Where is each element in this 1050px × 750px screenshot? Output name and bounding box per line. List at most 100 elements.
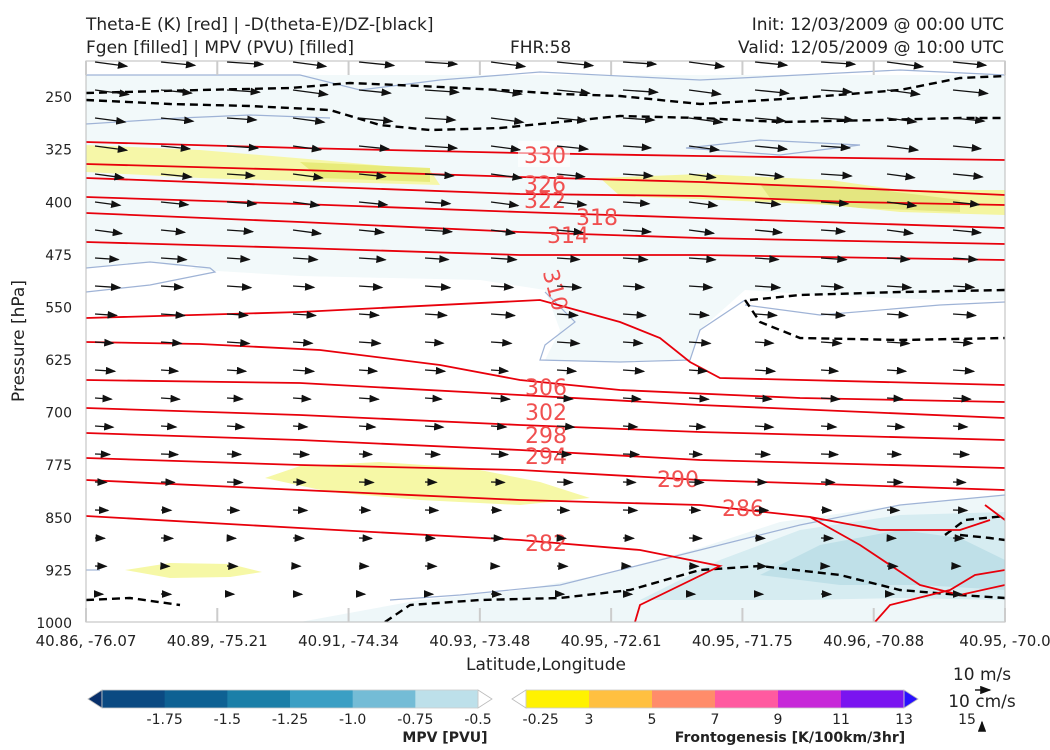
wind-vector	[688, 117, 724, 126]
colorbar-segment	[652, 690, 716, 708]
wind-vector	[358, 283, 384, 291]
wind-vector	[820, 450, 840, 459]
wind-vector	[94, 200, 122, 209]
wind-vector	[688, 61, 726, 70]
wind-vector	[160, 338, 183, 347]
wind-vector	[424, 422, 445, 431]
wind-vector	[754, 422, 775, 431]
wind-vector	[820, 422, 838, 431]
wind-vector	[226, 115, 258, 124]
colorbar-tick-label: 5	[648, 712, 657, 728]
wind-vector	[490, 61, 527, 70]
wind-vector	[886, 283, 913, 291]
wind-vector	[94, 228, 124, 237]
wind-vector	[886, 310, 909, 319]
wind-vector	[556, 116, 588, 124]
init-time: Init: 12/03/2009 @ 00:00 UTC	[751, 15, 1004, 35]
wind-vector	[952, 116, 986, 125]
y-tick-label: 775	[45, 458, 72, 474]
wind-vector	[556, 227, 585, 236]
theta-e-label: 326	[524, 173, 566, 198]
theta-e-contour-282	[86, 515, 723, 622]
wind-vector	[358, 366, 379, 375]
colorbar-tick-label: -1.5	[214, 712, 241, 728]
wind-vector	[688, 283, 714, 291]
wind-vector	[820, 199, 850, 208]
wind-vector	[292, 89, 329, 98]
wind-key-vertical: 10 cm/s	[948, 692, 1016, 712]
wind-vector	[754, 144, 789, 153]
wind-vector	[688, 255, 717, 264]
wind-vector	[490, 255, 518, 263]
wind-vector	[886, 228, 915, 237]
wind-vector	[292, 422, 309, 431]
wind-vector	[622, 115, 656, 124]
wind-vector	[952, 255, 979, 263]
colorbar-segment	[164, 690, 228, 708]
wind-vector	[952, 282, 976, 291]
wind-vector	[490, 366, 510, 375]
wind-vector	[688, 144, 721, 153]
wind-vector	[952, 227, 983, 236]
wind-vector	[820, 171, 853, 180]
y-tick-label: 1000	[36, 616, 72, 632]
wind-vector	[622, 255, 649, 263]
colorbar-frame	[101, 689, 479, 709]
wind-vector	[622, 227, 653, 236]
wind-vector	[688, 422, 707, 431]
wind-vector	[886, 338, 911, 347]
wind-vector	[424, 338, 445, 347]
wind-vector	[226, 171, 256, 180]
wind-vector	[688, 338, 712, 347]
wind-vector	[754, 116, 787, 125]
wind-vector	[358, 144, 391, 152]
y-tick-label: 625	[45, 353, 72, 369]
dthetae-dz-contour-2	[86, 98, 1005, 132]
wind-vector	[226, 366, 248, 375]
wind-vector	[94, 116, 127, 125]
fgen-fill-low	[125, 563, 262, 578]
theta-e-contour-310	[86, 299, 1005, 386]
theta-e-contour-282c	[984, 504, 1005, 521]
wind-vector	[622, 61, 658, 68]
wind-vector	[490, 450, 510, 459]
wind-vector	[160, 199, 190, 208]
colorbar-segment	[841, 690, 905, 708]
x-axis-label: Latitude,Longitude	[466, 655, 626, 675]
colorbar-extend-right	[477, 689, 493, 709]
wind-vector	[160, 227, 187, 236]
wind-vector	[688, 366, 709, 375]
wind-vector	[622, 171, 654, 180]
mpv-contour-4	[86, 69, 1005, 91]
dthetae-dz-contour-3	[744, 299, 1005, 342]
wind-vector	[226, 227, 255, 236]
wind-vector	[358, 255, 387, 264]
theta-e-label: 314	[547, 224, 589, 249]
wind-vector	[886, 61, 925, 70]
plot-frame	[85, 60, 1006, 623]
theta-e-label: 318	[576, 206, 618, 231]
wind-vector	[424, 199, 452, 207]
mpv-contour-3	[744, 301, 1005, 316]
wind-vector	[490, 282, 515, 291]
colorbar-extend-right	[903, 689, 919, 709]
wind-vector	[424, 310, 448, 319]
wind-vector	[160, 116, 195, 125]
x-tick-label: 40.91, -74.34	[298, 632, 399, 650]
wind-vector	[688, 89, 722, 97]
dthetae-dz-contours	[86, 74, 1005, 622]
colorbar-frame	[525, 689, 905, 709]
y-axis-label: Pressure [hPa]	[9, 280, 29, 402]
theta-e-contour-322	[86, 177, 1005, 206]
wind-vector	[358, 422, 377, 431]
wind-vector	[754, 227, 784, 236]
wind-vector	[490, 144, 522, 153]
y-tick-label: 250	[45, 90, 72, 106]
wind-vector	[952, 422, 969, 431]
wind-vector	[358, 88, 392, 97]
wind-vector	[886, 145, 920, 153]
colorbar-tick-label: -0.25	[523, 712, 559, 728]
wind-vector	[556, 171, 586, 180]
colorbar-tick-label: 11	[832, 712, 850, 728]
